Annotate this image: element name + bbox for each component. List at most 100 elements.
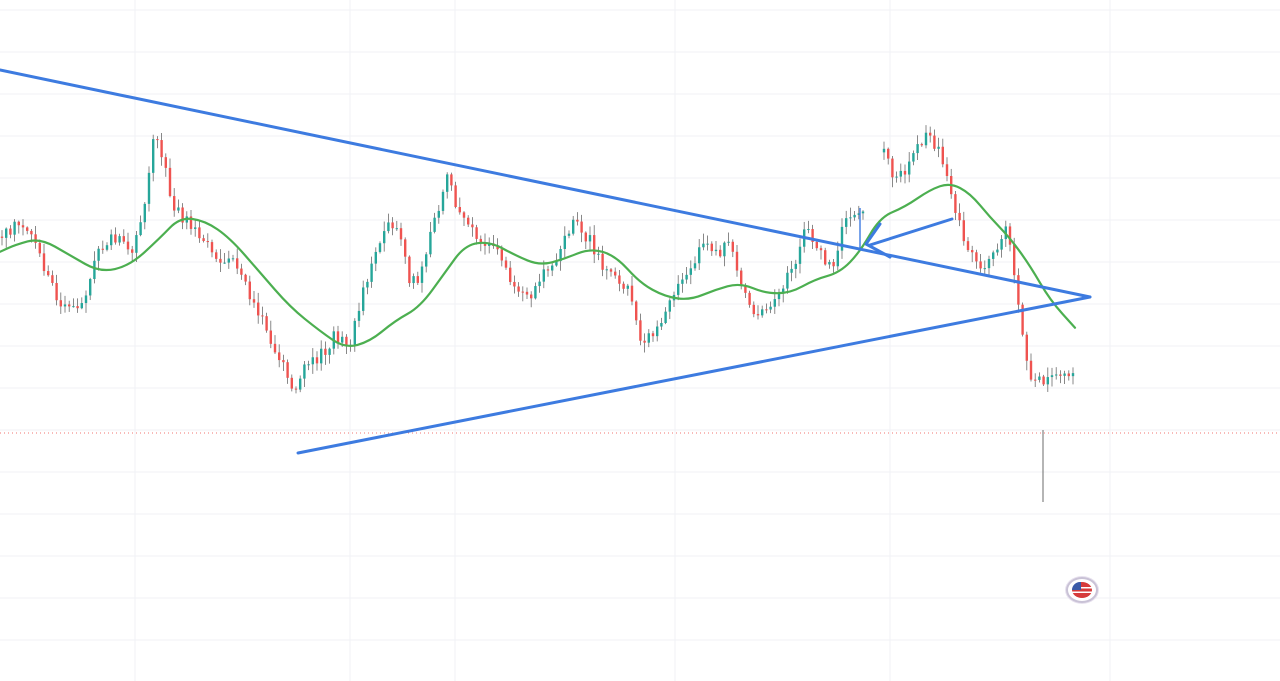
us-flag-icon[interactable] [1066, 577, 1098, 603]
candle-up [1050, 375, 1054, 378]
candle-up [559, 248, 562, 262]
candle-up [1063, 373, 1066, 376]
candle-down [546, 269, 550, 271]
candle-down [979, 261, 982, 269]
candle-up [433, 217, 436, 232]
candle-up [441, 191, 445, 211]
candle-up [89, 279, 92, 296]
candle-down [76, 306, 79, 309]
candle-down [504, 260, 508, 268]
candle-up [357, 310, 361, 321]
candle-up [727, 241, 730, 243]
candle-down [156, 139, 159, 141]
candle-down [824, 250, 827, 265]
candle-down [324, 348, 327, 355]
candle-up [807, 229, 810, 231]
candle-up [668, 300, 671, 312]
candle-down [290, 377, 293, 389]
candle-down [744, 285, 747, 293]
candle-up [853, 214, 856, 218]
candle-down [294, 388, 298, 390]
candle-down [525, 291, 529, 295]
candle-up [63, 304, 67, 307]
candle-up [664, 311, 667, 323]
candle-down [765, 309, 768, 311]
candle-up [320, 348, 323, 364]
candle-down [278, 352, 281, 361]
candle-down [891, 158, 894, 178]
candle-down [273, 343, 277, 353]
candle-down [160, 140, 163, 158]
candle-down [500, 249, 503, 261]
candle-down [945, 164, 949, 177]
trendlines[interactable] [0, 68, 1092, 455]
candle-down [752, 304, 755, 315]
candle-up [567, 233, 571, 236]
candle-up [693, 263, 697, 269]
candle-up [353, 320, 356, 345]
candle-up [420, 266, 424, 283]
candle-down [651, 333, 655, 337]
retest-arrow-head[interactable] [864, 222, 892, 259]
candle-up [1000, 239, 1003, 250]
candle-down [958, 212, 961, 221]
candles [0, 125, 1075, 502]
candle-up [5, 228, 8, 238]
candle-down [643, 340, 646, 343]
candle-up [105, 245, 109, 250]
moving-average [0, 183, 1077, 348]
candle-up [84, 295, 88, 304]
candle-down [462, 212, 466, 218]
candle-up [542, 269, 545, 282]
candle-down [416, 276, 419, 283]
candle-down [189, 216, 193, 229]
candle-down [265, 316, 268, 331]
candle-down [0, 236, 4, 238]
candle-up [341, 336, 344, 343]
candle-down [1013, 244, 1016, 276]
candle-up [916, 144, 919, 154]
candle-down [282, 360, 285, 363]
ascending-trendline[interactable] [296, 295, 1092, 455]
candle-up [395, 228, 398, 230]
descending-trendline[interactable] [0, 68, 1092, 299]
candle-up [794, 263, 797, 269]
candle-down [168, 167, 172, 197]
candle-down [614, 271, 617, 276]
candle-up [987, 258, 991, 269]
candle-up [773, 299, 776, 307]
candle-up [689, 268, 692, 275]
candle-up [374, 251, 377, 264]
candle-down [1042, 376, 1045, 385]
candle-up [135, 235, 138, 253]
candle-up [895, 176, 898, 178]
candle-down [336, 331, 340, 343]
annotations[interactable] [864, 217, 954, 259]
candle-up [299, 378, 302, 390]
candle-down [458, 207, 461, 213]
candle-up [387, 222, 390, 232]
candle-up [72, 306, 75, 308]
candle-down [42, 253, 46, 272]
candle-up [782, 288, 785, 294]
candle-down [962, 220, 965, 242]
candle-up [702, 243, 705, 248]
candle-up [378, 243, 382, 252]
candle-down [198, 227, 201, 239]
candle-up [1071, 373, 1075, 377]
candle-down [580, 221, 583, 233]
candle-up [93, 260, 96, 280]
candle-up [303, 364, 306, 379]
candle-up [983, 268, 986, 270]
candle-up [383, 231, 386, 244]
retest-arrow-shaft[interactable] [868, 217, 954, 247]
candle-up [307, 364, 310, 366]
candle-down [483, 242, 487, 246]
candle-down [1008, 226, 1012, 245]
candle-up [908, 161, 911, 175]
candle-down [975, 252, 978, 262]
candle-down [1017, 275, 1020, 305]
